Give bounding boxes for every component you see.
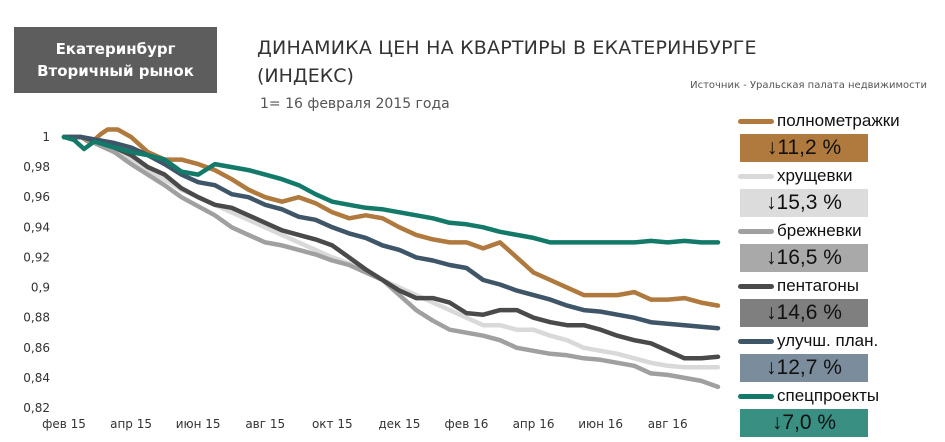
y-tick-label: 0,82 <box>23 401 50 415</box>
x-tick-label: авг 16 <box>648 417 688 431</box>
legend-label: брежневки <box>777 221 862 240</box>
series-line-6 <box>61 134 721 245</box>
legend-entry: брежневки <box>738 221 862 241</box>
legend-label: полнометражки <box>777 111 900 130</box>
series-line-5 <box>61 134 721 331</box>
change-badge: ↓7,0 % <box>740 409 868 437</box>
legend-swatch <box>738 118 774 124</box>
legend-entry: пентагоны <box>738 276 859 296</box>
legend-label: спецпроекты <box>777 386 880 405</box>
legend-swatch <box>738 393 774 399</box>
badge-city: Екатеринбург <box>55 40 176 58</box>
x-tick-label: окт 15 <box>312 417 353 431</box>
legend-entry: полнометражки <box>738 111 900 131</box>
legend-entry: хрущевки <box>738 166 852 186</box>
y-tick-label: 0,9 <box>31 281 50 295</box>
change-badge: ↓12,7 % <box>740 354 868 382</box>
y-tick-label: 1 <box>42 130 50 144</box>
x-tick-label: июн 15 <box>176 417 221 431</box>
x-tick-label: апр 15 <box>110 417 152 431</box>
legend-entry: улучш. план. <box>738 331 878 351</box>
x-tick-label: фев 16 <box>445 417 489 431</box>
x-tick-label: авг 15 <box>245 417 285 431</box>
y-tick-label: 0,94 <box>23 220 50 234</box>
source-note: Источник - Уральская палата недвижимости <box>690 80 927 91</box>
y-tick-label: 0,88 <box>23 311 50 325</box>
x-tick-label: фев 15 <box>42 417 86 431</box>
series-line-4 <box>61 134 721 361</box>
change-badge: ↓15,3 % <box>740 189 868 217</box>
legend-entry: спецпроекты <box>738 386 879 406</box>
legend-swatch <box>738 173 774 179</box>
y-tick-label: 0,98 <box>23 160 50 174</box>
legend-swatch <box>738 228 774 234</box>
y-tick-label: 0,92 <box>23 250 50 264</box>
x-tick-label: апр 16 <box>513 417 555 431</box>
legend-label: пентагоны <box>777 276 859 295</box>
x-tick-label: июн 16 <box>578 417 623 431</box>
change-badge: ↓16,5 % <box>740 244 868 272</box>
y-tick-label: 0,96 <box>23 190 50 204</box>
chart-title-2: (ИНДЕКС) <box>257 65 354 87</box>
legend-label: улучш. план. <box>777 331 879 350</box>
legend-swatch <box>738 338 774 344</box>
badge-market: Вторичный рынок <box>37 62 194 80</box>
change-badge: ↓11,2 % <box>740 134 868 162</box>
legend-label: хрущевки <box>777 166 853 185</box>
chart-title: ДИНАМИКА ЦЕН НА КВАРТИРЫ В ЕКАТЕРИНБУРГЕ <box>257 37 757 59</box>
y-tick-label: 0,84 <box>23 371 50 385</box>
x-tick-label: дек 15 <box>378 417 420 431</box>
series-line-1 <box>61 127 721 308</box>
change-badge: ↓14,6 % <box>740 299 868 327</box>
market-badge: Екатеринбург Вторичный рынок <box>14 27 217 93</box>
legend-swatch <box>738 283 774 289</box>
y-tick-label: 0,86 <box>23 341 50 355</box>
chart-subtitle: 1= 16 февраля 2015 года <box>260 96 450 112</box>
